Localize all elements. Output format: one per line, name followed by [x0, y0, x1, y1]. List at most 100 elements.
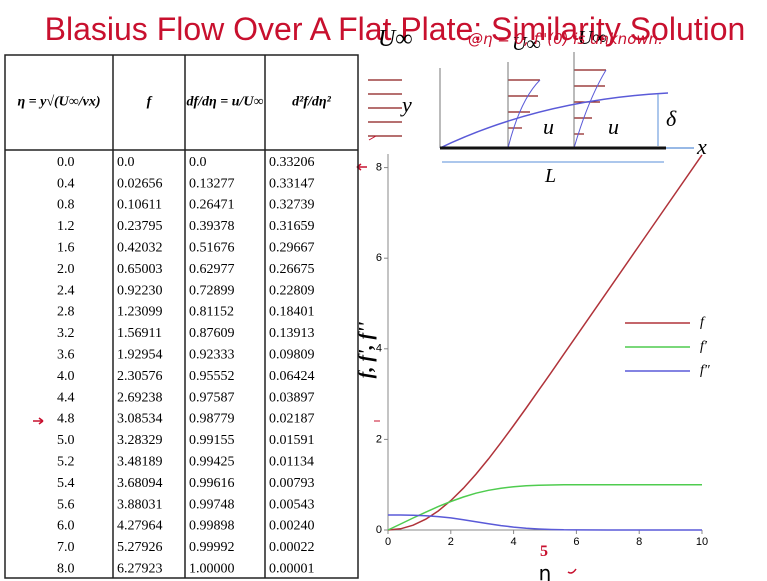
table-cell: 0.0	[117, 155, 135, 170]
legend-label: f″	[700, 363, 710, 378]
table-cell: 0.65003	[117, 262, 163, 277]
column-header: d²f/dη²	[292, 95, 331, 110]
table-cell: 0.98779	[189, 412, 235, 427]
label: u	[543, 114, 554, 139]
table-cell: 0.95552	[189, 369, 235, 384]
table-cell: 0.01591	[269, 433, 315, 448]
y-tick-label: 8	[376, 161, 382, 173]
table-cell: 0.81152	[189, 305, 234, 320]
table-cell: 0.87609	[189, 326, 235, 341]
slide-title: Blasius Flow Over A Flat Plate: Similari…	[45, 11, 746, 47]
table-cell: 5.2	[57, 455, 75, 470]
handwritten-note: @η = 0, f''(0) is unknown.	[468, 30, 663, 48]
x-tick-label: 10	[696, 536, 708, 548]
x-tick-label: 6	[573, 536, 579, 548]
table-cell: 0.99155	[189, 433, 235, 448]
table-cell: 3.68094	[117, 476, 163, 491]
velocity-profile	[507, 69, 607, 149]
table-cell: 0.03897	[269, 390, 315, 405]
table-cell: 0.00793	[269, 476, 315, 491]
table-cell: 5.4	[57, 476, 75, 491]
table-cell: 0.92230	[117, 283, 163, 298]
hand-arrow	[33, 163, 577, 574]
table-cell: 4.4	[57, 390, 75, 405]
table-cell: 0.92333	[189, 348, 235, 363]
flow-diagram	[368, 69, 606, 137]
table-cell: 1.56911	[117, 326, 162, 341]
table-cell: 4.0	[57, 369, 75, 384]
handwritten-mark: 5	[540, 543, 548, 560]
label: L	[544, 165, 556, 187]
table-cell: 2.30576	[117, 369, 163, 384]
label: x	[696, 134, 707, 159]
table-cell: 0.18401	[269, 305, 315, 320]
table-cell: 3.08534	[117, 412, 163, 427]
table-cell: 0.0	[57, 155, 75, 170]
table-cell: 4.27964	[117, 519, 163, 534]
table-cell: 0.72899	[189, 283, 235, 298]
table-cell: 0.00001	[269, 562, 315, 577]
x-tick-label: 0	[385, 536, 391, 548]
table-cell: 0.33147	[269, 176, 315, 191]
table-cell: 0.02656	[117, 176, 163, 191]
column-header: df/dη = u/U∞	[187, 95, 264, 110]
x-tick-label: 4	[511, 536, 517, 548]
table-cell: 6.0	[57, 519, 75, 534]
label: δ	[666, 106, 677, 131]
table-cell: 0.22809	[269, 283, 315, 298]
legend-label: f	[700, 315, 706, 330]
label: U∞	[512, 33, 541, 55]
table-cell: 5.6	[57, 497, 75, 512]
column-header: f	[147, 95, 153, 110]
table-cell: 3.6	[57, 348, 75, 363]
table-cell: 1.92954	[117, 348, 163, 363]
table-cell: 2.0	[57, 262, 75, 277]
table-cell: 8.0	[57, 562, 75, 577]
table-cell: 2.69238	[117, 390, 163, 405]
table-cell: 0.13277	[189, 176, 235, 191]
table-cell: 0.99992	[189, 540, 235, 555]
table-cell: 2.4	[57, 283, 75, 298]
boundary-layer-edge	[439, 92, 669, 149]
table-cell: 3.28329	[117, 433, 163, 448]
series-line	[387, 483, 702, 531]
x-tick-label: 8	[636, 536, 642, 548]
y-tick-label: 0	[376, 524, 382, 536]
table-cell: 0.26471	[189, 198, 235, 213]
legend-label: f′	[700, 339, 708, 354]
label: u	[608, 114, 619, 139]
table-cell: 0.01134	[269, 455, 314, 470]
y-tick-label: 2	[376, 433, 382, 445]
table-cell: 0.42032	[117, 241, 163, 256]
table-frame	[4, 54, 359, 579]
table-cell: 0.23795	[117, 219, 163, 234]
table-cell: 0.99898	[189, 519, 235, 534]
table-cell: 0.0	[189, 155, 207, 170]
table-cell: 7.0	[57, 540, 75, 555]
table-cell: 1.23099	[117, 305, 163, 320]
series-line	[388, 514, 702, 531]
y-axis-label: f, f', f''	[355, 321, 377, 378]
table-cell: 0.4	[57, 176, 75, 191]
table-cell: 1.00000	[189, 562, 235, 577]
table-cell: 0.39378	[189, 219, 235, 234]
table-cell: 0.62977	[189, 262, 235, 277]
x-tick-label: 2	[448, 536, 454, 548]
table-cell: 0.26675	[269, 262, 315, 277]
table-cell: 0.8	[57, 198, 75, 213]
x-axis-label: η	[539, 561, 552, 581]
table-cell: 3.88031	[117, 497, 163, 512]
table-cell: 0.31659	[269, 219, 315, 234]
table-cell: 0.51676	[189, 241, 235, 256]
table-cell: 0.06424	[269, 369, 315, 384]
table-cell: 0.97587	[189, 390, 235, 405]
table-cell: 6.27923	[117, 562, 163, 577]
table-cell: 0.10611	[117, 198, 162, 213]
hand-mark	[368, 135, 380, 422]
table-cell: 0.32739	[269, 198, 315, 213]
table-cell: 0.00543	[269, 497, 315, 512]
table-cell: 2.8	[57, 305, 75, 320]
table-cell: 1.6	[57, 241, 75, 256]
